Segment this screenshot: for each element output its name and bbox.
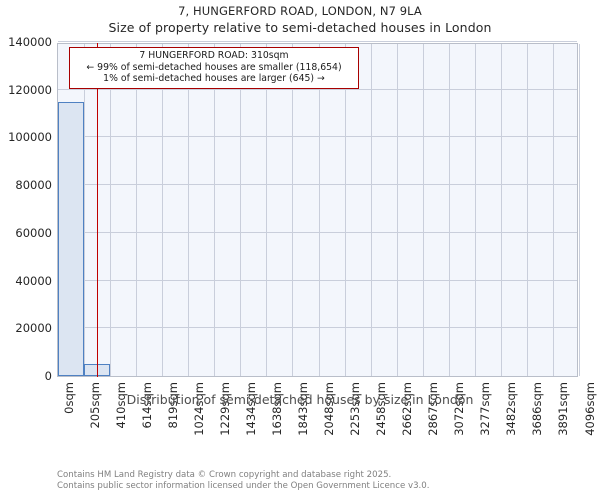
annotation-line-1: 7 HUNGERFORD ROAD: 310sqm — [139, 50, 289, 61]
x-axis-tick-label: 2458sqm — [374, 382, 389, 436]
x-axis-tick-label: 2867sqm — [426, 382, 441, 436]
x-axis-tick-label: 1024sqm — [191, 382, 206, 436]
vertical-gridline — [292, 44, 294, 376]
vertical-gridline — [214, 44, 216, 376]
x-axis-tick-label: 2048sqm — [322, 382, 336, 436]
footer-line-1: Contains HM Land Registry data © Crown c… — [57, 470, 392, 480]
y-axis-tick-label: 100000 — [8, 130, 52, 145]
property-marker-line — [96, 43, 99, 377]
x-axis-tick-label: 3277sqm — [478, 382, 493, 436]
footer: Contains HM Land Registry data © Crown c… — [57, 470, 577, 491]
vertical-gridline — [240, 44, 242, 376]
y-axis-tick-label: 120000 — [8, 82, 52, 97]
x-axis-tick-label: 1638sqm — [269, 382, 284, 436]
horizontal-gridline — [58, 88, 577, 90]
annotation-line-3: 1% of semi-detached houses are larger (6… — [103, 73, 325, 85]
vertical-gridline — [318, 44, 320, 376]
chart-subtitle: Size of property relative to semi-detach… — [108, 20, 492, 35]
vertical-gridline — [526, 44, 528, 376]
vertical-gridline — [422, 44, 424, 376]
histogram-bar — [58, 102, 85, 376]
vertical-gridline — [396, 44, 398, 376]
vertical-gridline — [500, 44, 502, 376]
x-axis-tick-label: 3686sqm — [530, 382, 545, 436]
vertical-gridline — [370, 44, 372, 376]
vertical-gridline — [110, 44, 112, 376]
x-axis-label: Distribution of semi-detached houses by … — [126, 392, 474, 407]
property-annotation-box: 7 HUNGERFORD ROAD: 310sqm ← 99% of semi-… — [69, 47, 359, 89]
x-axis-tick-label: 3072sqm — [452, 382, 467, 436]
x-axis-tick-label: 3482sqm — [504, 382, 519, 436]
x-axis-tick-label: 3891sqm — [556, 382, 571, 436]
footer-line-2: Contains public sector information licen… — [57, 480, 430, 491]
vertical-gridline — [448, 44, 450, 376]
x-axis-tick-label: 2253sqm — [348, 382, 363, 436]
horizontal-gridline — [58, 279, 577, 281]
plot-area — [57, 41, 580, 377]
x-axis-tick-label: 1434sqm — [243, 382, 258, 436]
horizontal-gridline — [58, 136, 577, 138]
y-axis-tick-label: 140000 — [8, 35, 52, 49]
x-axis-tick-label: 2662sqm — [400, 382, 415, 436]
x-axis-tick-label: 1843sqm — [295, 382, 310, 436]
x-axis-tick-label: 1229sqm — [217, 382, 232, 436]
vertical-gridline — [579, 44, 580, 376]
vertical-gridline — [552, 44, 554, 376]
chart-title: 7, HUNGERFORD ROAD, LONDON, N7 9LA — [178, 4, 422, 18]
annotation-line-2: ← 99% of semi-detached houses are smalle… — [86, 61, 342, 73]
y-axis-tick-label: 20000 — [15, 321, 52, 336]
y-axis-tick-label: 60000 — [15, 225, 52, 240]
horizontal-gridline — [58, 327, 577, 329]
y-axis-tick-label: 80000 — [15, 178, 52, 193]
vertical-gridline — [344, 44, 346, 376]
vertical-gridline — [162, 44, 164, 376]
vertical-gridline — [136, 44, 138, 376]
y-axis-tick-label: 0 — [44, 369, 52, 383]
horizontal-gridline — [58, 184, 577, 186]
horizontal-gridline — [58, 41, 577, 42]
vertical-gridline — [266, 44, 268, 376]
y-axis-tick-label: 40000 — [15, 273, 52, 288]
horizontal-gridline — [58, 231, 577, 233]
vertical-gridline — [84, 44, 86, 376]
x-axis-tick-label: 4096sqm — [582, 382, 597, 436]
vertical-gridline — [188, 44, 190, 376]
vertical-gridline — [474, 44, 476, 376]
